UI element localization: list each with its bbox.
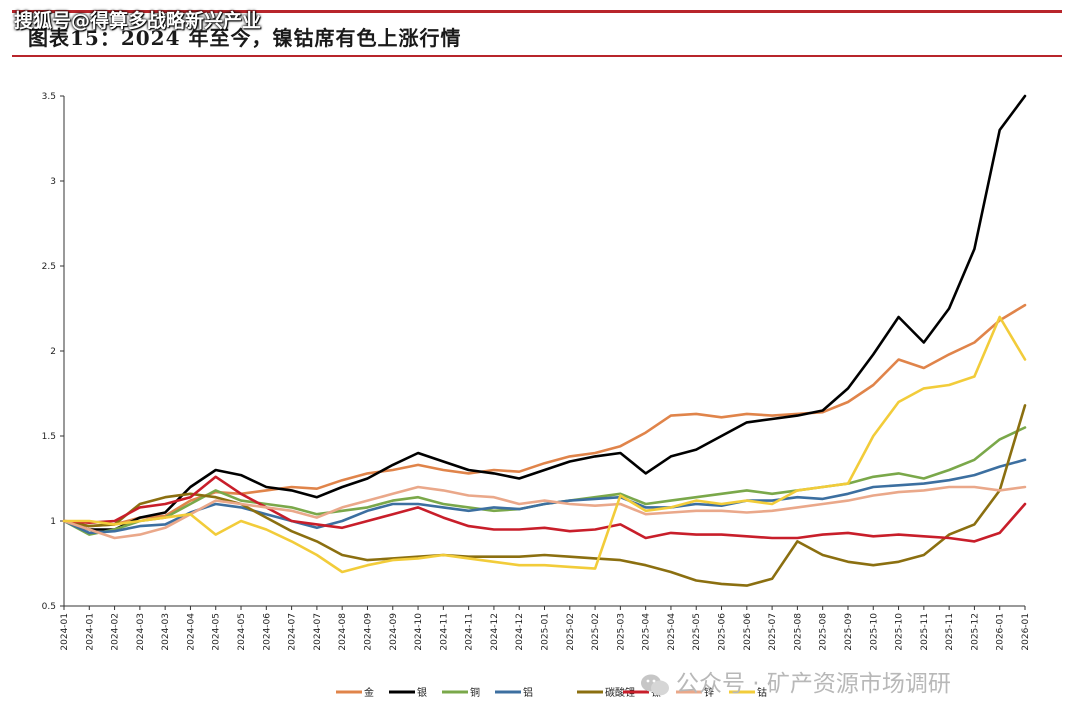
series-line-7: [62, 485, 1027, 540]
x-tick-label: 2024-05: [237, 613, 247, 651]
y-tick-label: 0.5: [42, 602, 56, 612]
y-tick-label: 2: [50, 347, 56, 357]
x-tick-label: 2025-10: [869, 613, 879, 651]
y-tick-label: 2.5: [42, 262, 56, 272]
legend-label: 碳酸锂: [605, 686, 635, 699]
series-line-1: [62, 303, 1027, 528]
x-tick-label: 2024-02: [111, 613, 121, 651]
x-tick-label: 2024-07: [288, 613, 298, 651]
line-chart: 0.5 1 1.5 2 2.5 3 3.5 2024-01 2024-01 2024-02 2024…: [42, 92, 1031, 699]
legend-label: 钴: [757, 687, 767, 699]
legend-label: 金: [364, 686, 374, 699]
x-tick-label: 2025-09: [844, 613, 854, 651]
x-tick-label: 2024-12: [490, 613, 500, 651]
watermark-bottom-text: 公众号 · 矿产资源市场调研: [676, 671, 951, 697]
x-tick-label: 2024-05: [212, 613, 222, 651]
legend-label: 锌: [704, 686, 714, 699]
x-tick-label: 2024-11: [465, 613, 475, 651]
x-tick-label: 2025-10: [895, 613, 905, 651]
series-line-8: [62, 315, 1027, 574]
x-tick-label: 2026-01: [1021, 613, 1031, 651]
legend-label: 铜: [470, 687, 480, 699]
series-line-4: [62, 458, 1027, 535]
x-tick-label: 2025-06: [743, 613, 753, 651]
legend-label: 银: [417, 686, 427, 699]
x-tick-label: 2025-02: [591, 613, 601, 651]
x-tick-label: 2024-01: [85, 613, 95, 651]
series-line-2: [62, 94, 1027, 531]
figure-title: 图表15：2024 年至今，镍钴席有色上涨行情: [28, 26, 462, 50]
wechat-icon: [641, 674, 669, 695]
x-tick-label: 2024-09: [389, 613, 399, 651]
x-tick-label: 2025-02: [566, 613, 576, 651]
legend-label: 铝: [523, 687, 533, 699]
series-line-6: [62, 475, 1027, 543]
y-tick-label: 1.5: [42, 432, 56, 442]
x-tick-label: 2025-04: [667, 613, 677, 651]
x-tick-label: 2024-01: [60, 613, 70, 651]
y-tick-label: 3.5: [42, 92, 56, 102]
y-tick-label: 3: [50, 177, 56, 187]
x-tick-label: 2025-12: [970, 613, 980, 651]
x-tick-label: 2024-12: [515, 613, 525, 651]
series-line-3: [62, 426, 1027, 536]
x-tick-label: 2025-11: [920, 613, 930, 651]
x-tick-label: 2026-01: [996, 613, 1006, 651]
x-tick-label: 2024-08: [338, 613, 348, 651]
x-tick-label: 2025-07: [768, 613, 778, 651]
x-tick-label: 2025-08: [793, 613, 803, 651]
x-tick-label: 2024-03: [161, 613, 171, 651]
x-tick-label: 2025-01: [541, 613, 551, 651]
y-tick-label: 1: [50, 517, 56, 527]
x-tick-label: 2024-07: [313, 613, 323, 651]
x-tick-label: 2024-06: [262, 613, 272, 651]
title-top-rule: [12, 10, 1062, 13]
x-tick-label: 2024-09: [363, 613, 373, 651]
x-tick-label: 2024-10: [414, 613, 424, 651]
x-tick-label: 2025-04: [642, 613, 652, 651]
x-tick-label: 2025-06: [718, 613, 728, 651]
watermark-top: 搜狐号@得算多战略新兴产业: [14, 10, 262, 32]
watermark-bottom: 公众号 · 矿产资源市场调研: [640, 664, 951, 698]
x-tick-label: 2025-05: [692, 613, 702, 651]
series-line-5: [62, 404, 1027, 587]
x-tick-label: 2024-04: [186, 613, 196, 651]
title-bottom-rule: [12, 55, 1062, 57]
x-tick-label: 2025-08: [819, 613, 829, 651]
x-tick-label: 2024-11: [439, 613, 449, 651]
x-tick-label: 2024-03: [136, 613, 146, 651]
x-tick-label: 2025-03: [616, 613, 626, 651]
x-tick-label: 2025-11: [945, 613, 955, 651]
